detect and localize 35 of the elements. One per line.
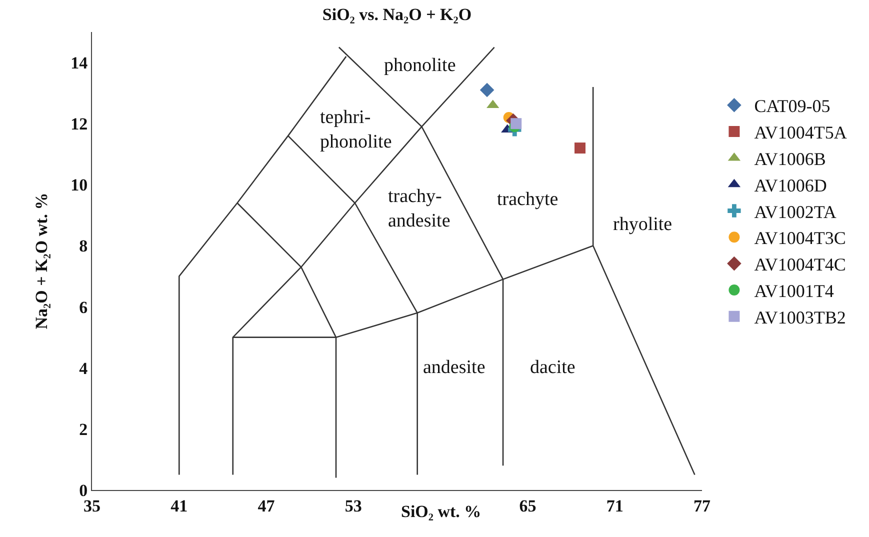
legend-label: AV1004T3C <box>754 228 846 248</box>
y-tick-label: 6 <box>79 298 88 317</box>
annotation: trachy- andesite <box>388 186 450 232</box>
x-tick-label: 41 <box>170 496 188 516</box>
y-tick-label: 2 <box>79 420 88 439</box>
annotation: trachyte <box>497 189 558 210</box>
x-tick-label: 53 <box>344 496 362 516</box>
y-tick-label: 12 <box>70 114 88 134</box>
legend-label: AV1004T5A <box>754 122 847 143</box>
y-tick-label: 8 <box>79 236 88 256</box>
legend-label: AV1001T4 <box>754 280 834 301</box>
annotation: andesite <box>423 357 486 378</box>
legend-label: AV1004T4C <box>754 254 846 275</box>
y-tick-label: 14 <box>70 53 88 72</box>
legend-label: CAT09-05 <box>754 96 830 116</box>
annotation: phonolite <box>384 55 456 76</box>
annotation: rhyolite <box>613 214 672 235</box>
y-tick-label: 10 <box>70 176 88 195</box>
annotation: dacite <box>530 357 576 378</box>
annotation: tephri- phonolite <box>320 107 392 153</box>
legend-label: AV1006D <box>754 175 827 196</box>
point <box>480 82 494 98</box>
point <box>510 118 522 130</box>
legend-label: AV1006B <box>754 148 826 169</box>
y-axis-title: Na₂O + K₂O wt. % <box>32 192 52 330</box>
chart-title: SiO₂ vs. Na₂O + K₂O <box>322 4 472 24</box>
x-axis-title: SiO₂ wt. % <box>401 502 482 521</box>
x-tick-label: 71 <box>606 496 624 516</box>
x-tick-label: 77 <box>694 496 711 516</box>
legend-label: AV1002TA <box>754 202 836 222</box>
x-tick-label: 65 <box>519 496 536 516</box>
y-tick-label: 4 <box>79 358 88 378</box>
legend-label: AV1003TB2 <box>754 307 846 328</box>
x-tick-label: 47 <box>258 496 276 516</box>
point <box>574 142 586 154</box>
